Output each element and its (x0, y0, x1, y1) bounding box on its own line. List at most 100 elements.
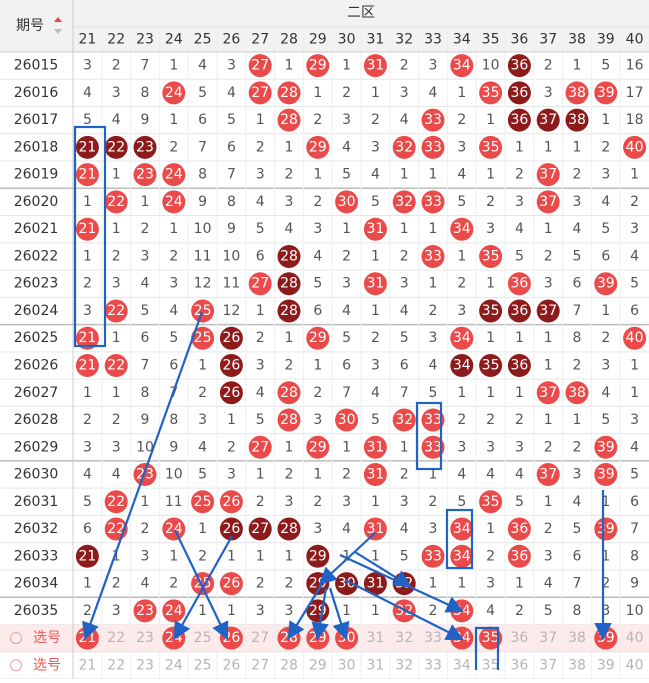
cell-number: 5 (515, 494, 524, 510)
cell-number: 1 (342, 548, 351, 564)
cell-number: 17 (626, 85, 644, 101)
cell-number: 1 (429, 167, 438, 183)
cell-number: 6 (630, 494, 639, 510)
ball-number: 29 (309, 439, 327, 455)
cell-number: 1 (630, 385, 639, 401)
cell-number: 4 (371, 167, 380, 183)
cell-number: 2 (573, 439, 582, 455)
cell-number: 2 (141, 521, 150, 537)
cell-number: 2 (112, 248, 121, 264)
ball (133, 163, 157, 187)
cell-number: 2 (457, 412, 466, 428)
cell-number: 26 (222, 657, 240, 673)
ball (306, 135, 330, 159)
ball-number: 23 (136, 467, 154, 483)
ball (191, 299, 215, 323)
ball (248, 81, 272, 105)
column-header: 30 (338, 32, 356, 48)
ball-number: 30 (338, 630, 356, 646)
ball (277, 81, 301, 105)
cell-number: 1 (313, 357, 322, 373)
issue: 26017 (14, 112, 59, 128)
cell-number: 6 (198, 112, 207, 128)
cell-number: 7 (227, 167, 236, 183)
cell-number: 5 (457, 194, 466, 210)
ball-number: 27 (251, 276, 269, 292)
ball-number: 21 (78, 548, 96, 564)
cell-number: 3 (313, 521, 322, 537)
cell-number: 4 (112, 467, 121, 483)
cell-number: 3 (429, 521, 438, 537)
ball (536, 299, 560, 323)
cell-number: 2 (227, 439, 236, 455)
ball-number: 31 (366, 467, 384, 483)
cell-number: 1 (285, 58, 294, 74)
ball-number: 24 (165, 167, 183, 183)
cell-number: 1 (457, 85, 466, 101)
cell-number: 3 (429, 330, 438, 346)
sort-up[interactable] (54, 17, 62, 22)
ball (363, 54, 387, 78)
ball-number: 32 (395, 412, 413, 428)
cell-number: 4 (256, 385, 265, 401)
cell-number: 3 (630, 221, 639, 237)
ball (507, 81, 531, 105)
cell-number: 3 (515, 194, 524, 210)
cell-number: 1 (457, 576, 466, 592)
cell-number: 3 (169, 276, 178, 292)
cell-number: 1 (371, 494, 380, 510)
issue-header[interactable]: 期号 (16, 18, 44, 34)
ball (507, 272, 531, 296)
cell-number: 1 (313, 85, 322, 101)
cell-number: 5 (141, 303, 150, 319)
cell-number: 30 (338, 657, 356, 673)
cell-number: 2 (285, 167, 294, 183)
column-header: 39 (597, 32, 615, 48)
ball (219, 517, 243, 541)
issue: 26022 (14, 248, 59, 264)
cell-number: 2 (112, 576, 121, 592)
ball (421, 244, 445, 268)
cell-number: 4 (486, 603, 495, 619)
ball (162, 190, 186, 214)
cell-number: 3 (573, 467, 582, 483)
ball (219, 326, 243, 350)
cell-number: 3 (256, 603, 265, 619)
cell-number: 2 (400, 248, 409, 264)
cell-number: 3 (141, 248, 150, 264)
cell-number: 1 (169, 112, 178, 128)
cell-number: 2 (515, 603, 524, 619)
ball-number: 28 (280, 385, 298, 401)
cell-number: 1 (630, 357, 639, 373)
cell-number: 1 (429, 276, 438, 292)
cell-number: 1 (400, 221, 409, 237)
cell-number: 2 (486, 412, 495, 428)
ball (450, 517, 474, 541)
ball-number: 37 (539, 467, 557, 483)
ball (363, 217, 387, 241)
cell-number: 6 (313, 303, 322, 319)
cell-number: 3 (112, 276, 121, 292)
ball-number: 28 (280, 112, 298, 128)
ball (248, 435, 272, 459)
cell-number: 2 (544, 58, 553, 74)
ball (335, 190, 359, 214)
ball-number: 24 (165, 521, 183, 537)
cell-number: 1 (198, 603, 207, 619)
cell-number: 3 (83, 303, 92, 319)
cell-number: 5 (256, 412, 265, 428)
sort-down[interactable] (54, 29, 62, 34)
ball (565, 81, 589, 105)
cell-number: 6 (169, 357, 178, 373)
ball-number: 31 (366, 521, 384, 537)
cell-number: 9 (141, 112, 150, 128)
ball (450, 217, 474, 241)
issue: 26030 (14, 467, 59, 483)
ball (219, 381, 243, 405)
ball-number: 37 (539, 303, 557, 319)
cell-number: 18 (626, 112, 644, 128)
ball-number: 34 (453, 221, 471, 237)
cell-number: 5 (83, 112, 92, 128)
cell-number: 10 (626, 603, 644, 619)
